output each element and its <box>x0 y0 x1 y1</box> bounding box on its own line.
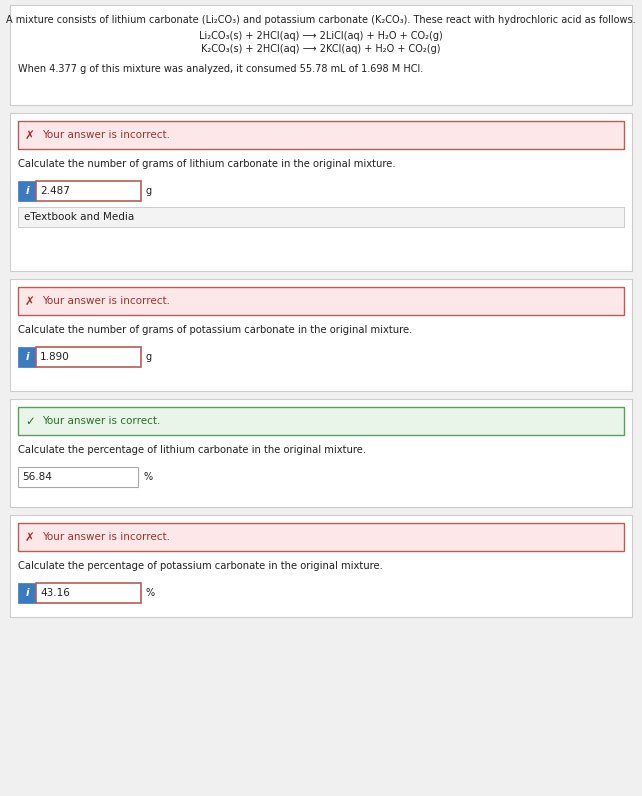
Text: 43.16: 43.16 <box>40 588 70 598</box>
Text: ✗: ✗ <box>25 530 35 544</box>
Bar <box>18 207 624 227</box>
Text: Li₂CO₃(s) + 2HCl(aq) ⟶ 2LiCl(aq) + H₂O + CO₂(g): Li₂CO₃(s) + 2HCl(aq) ⟶ 2LiCl(aq) + H₂O +… <box>199 31 443 41</box>
Text: i: i <box>25 352 29 362</box>
Text: Your answer is correct.: Your answer is correct. <box>42 416 160 426</box>
Bar <box>18 467 138 487</box>
Text: %: % <box>143 472 152 482</box>
Bar <box>18 181 36 201</box>
Text: Calculate the number of grams of potassium carbonate in the original mixture.: Calculate the number of grams of potassi… <box>18 325 412 335</box>
Bar <box>18 523 624 551</box>
Bar <box>36 583 141 603</box>
Text: Calculate the percentage of lithium carbonate in the original mixture.: Calculate the percentage of lithium carb… <box>18 445 366 455</box>
Text: Your answer is incorrect.: Your answer is incorrect. <box>42 532 170 542</box>
Bar <box>36 347 141 367</box>
Bar <box>10 113 632 271</box>
Bar <box>18 407 624 435</box>
Text: i: i <box>25 186 29 196</box>
Text: Your answer is incorrect.: Your answer is incorrect. <box>42 130 170 140</box>
Bar <box>36 181 141 201</box>
Text: 1.890: 1.890 <box>40 352 70 362</box>
Text: i: i <box>25 588 29 598</box>
Text: 56.84: 56.84 <box>22 472 52 482</box>
Bar <box>18 287 624 315</box>
Text: eTextbook and Media: eTextbook and Media <box>24 212 134 222</box>
Text: ✗: ✗ <box>25 128 35 142</box>
Bar <box>10 399 632 507</box>
Text: Calculate the number of grams of lithium carbonate in the original mixture.: Calculate the number of grams of lithium… <box>18 159 395 169</box>
Text: Calculate the percentage of potassium carbonate in the original mixture.: Calculate the percentage of potassium ca… <box>18 561 383 571</box>
Bar <box>18 347 36 367</box>
Text: K₂CO₃(s) + 2HCl(aq) ⟶ 2KCl(aq) + H₂O + CO₂(g): K₂CO₃(s) + 2HCl(aq) ⟶ 2KCl(aq) + H₂O + C… <box>201 44 441 54</box>
Text: 2.487: 2.487 <box>40 186 70 196</box>
Bar <box>10 515 632 617</box>
Bar <box>18 583 36 603</box>
Text: %: % <box>146 588 155 598</box>
Text: g: g <box>146 186 152 196</box>
Bar <box>10 279 632 391</box>
Bar <box>18 121 624 149</box>
Text: Your answer is incorrect.: Your answer is incorrect. <box>42 296 170 306</box>
Text: g: g <box>146 352 152 362</box>
Text: A mixture consists of lithium carbonate (Li₂CO₃) and potassium carbonate (K₂CO₃): A mixture consists of lithium carbonate … <box>6 15 636 25</box>
Bar <box>10 5 632 105</box>
Text: ✗: ✗ <box>25 295 35 307</box>
Text: ✓: ✓ <box>25 415 35 427</box>
Text: When 4.377 g of this mixture was analyzed, it consumed 55.78 mL of 1.698 M HCl.: When 4.377 g of this mixture was analyze… <box>18 64 423 74</box>
